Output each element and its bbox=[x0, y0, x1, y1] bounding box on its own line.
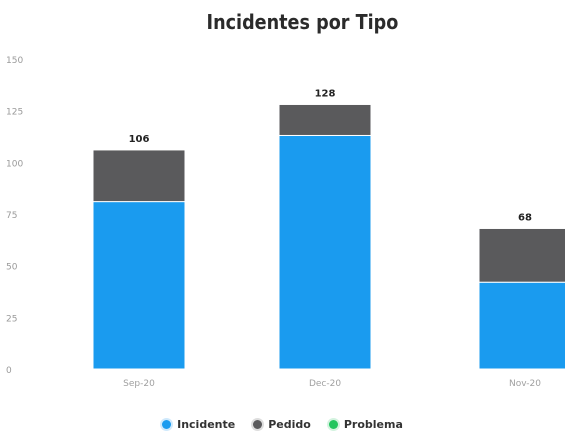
x-tick-label: Sep-20 bbox=[123, 379, 155, 389]
data-label-total: 128 bbox=[315, 88, 336, 99]
bar-segment-incidente[interactable] bbox=[278, 134, 372, 370]
y-axis: 150 125 100 75 50 25 0 bbox=[6, 56, 23, 376]
data-label-total: 68 bbox=[518, 212, 532, 223]
legend-label-incidente: Incidente bbox=[177, 417, 236, 431]
legend-swatch-incidente bbox=[162, 419, 172, 429]
bars bbox=[92, 103, 565, 370]
legend-label-problema: Problema bbox=[343, 417, 403, 431]
y-tick-label: 25 bbox=[6, 314, 17, 324]
y-tick-label: 50 bbox=[6, 263, 18, 273]
bar-segment-incidente[interactable] bbox=[478, 281, 565, 370]
chart-title: Incidentes por Tipo bbox=[206, 10, 399, 34]
legend: Incidente Pedido Problema bbox=[0, 412, 565, 436]
legend-swatch-pedido bbox=[253, 419, 263, 429]
x-tick-label: Dec-20 bbox=[309, 379, 341, 389]
bar-segment-pedido[interactable] bbox=[92, 149, 186, 203]
legend-item-problema[interactable]: Problema bbox=[328, 417, 403, 431]
y-tick-label: 0 bbox=[6, 366, 12, 376]
y-tick-label: 75 bbox=[6, 211, 17, 221]
legend-label-pedido: Pedido bbox=[268, 417, 311, 431]
total-labels: 106 128 68 bbox=[129, 88, 532, 223]
y-tick-label: 100 bbox=[6, 159, 23, 169]
bar-segment-pedido[interactable] bbox=[278, 103, 372, 136]
legend-item-pedido[interactable]: Pedido bbox=[253, 418, 311, 431]
x-axis: Sep-20 Dec-20 Nov-20 bbox=[123, 379, 541, 389]
y-tick-label: 150 bbox=[6, 56, 23, 66]
y-tick-label: 125 bbox=[6, 108, 23, 118]
x-tick-label: Nov-20 bbox=[509, 379, 541, 389]
legend-item-incidente[interactable]: Incidente bbox=[162, 418, 235, 431]
legend-swatch-problema bbox=[328, 419, 338, 429]
data-label-total: 106 bbox=[129, 134, 150, 145]
bar-segment-pedido[interactable] bbox=[478, 227, 565, 283]
bar-segment-incidente[interactable] bbox=[92, 201, 186, 370]
